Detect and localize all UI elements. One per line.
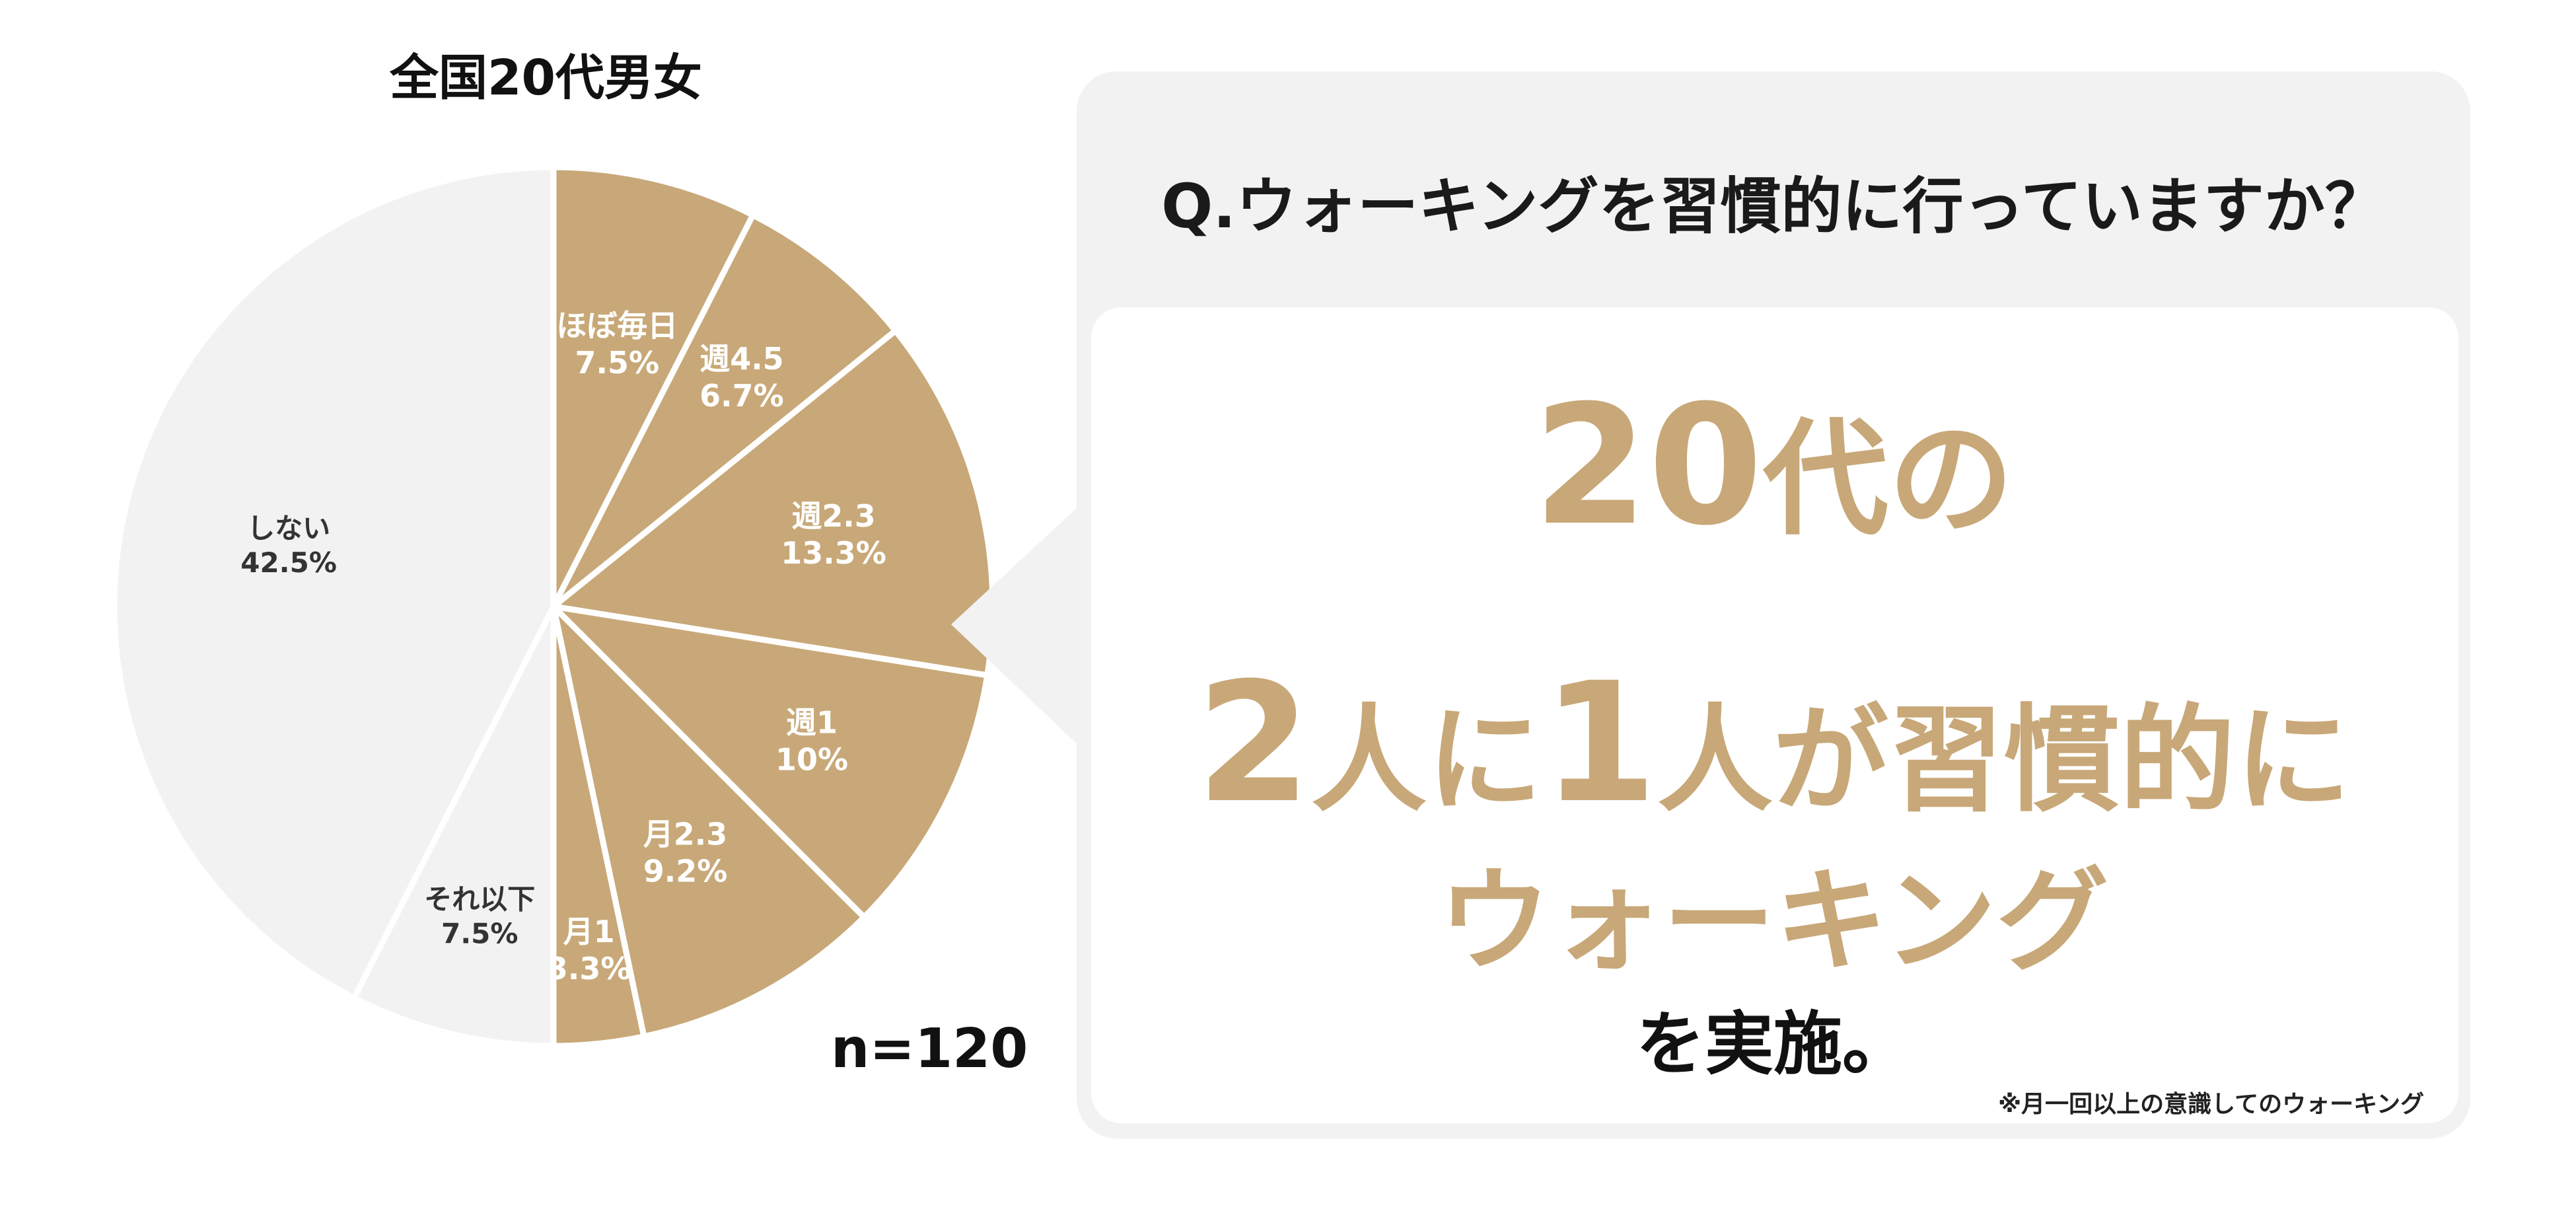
slice-percent-label: 6.7% [699, 378, 784, 414]
pie-slice [550, 211, 900, 609]
pie-slice [350, 605, 557, 1049]
pie-slice [550, 164, 757, 609]
headline-text-nin-ni: 人に [1311, 694, 1542, 828]
sample-size-label: n=120 [831, 1018, 1028, 1080]
slice-category-label: それ以下 [424, 883, 535, 916]
slice-category-label: 月1 [563, 914, 615, 949]
headline-text-dai-no: 代の [1762, 406, 2014, 552]
headline-line-4: を実施。 [1635, 1004, 1911, 1084]
callout-pointer [951, 502, 1083, 750]
headline-line-3: ウォーキング [1438, 856, 2109, 987]
footnote: ※月一回以上の意識してのウォーキング [1998, 1091, 2424, 1118]
slice-category-label: 週1 [786, 704, 838, 740]
headline-number-20: 20 [1533, 369, 1763, 562]
slice-percent-label: 13.3% [781, 535, 886, 571]
slice-category-label: 週2.3 [791, 498, 876, 534]
pie-slice [545, 602, 991, 922]
headline-text-habitually: 人が習慣的に [1657, 694, 2351, 828]
pie-slice [111, 164, 557, 1002]
slice-percent-label: 3.3% [547, 951, 631, 986]
slice-percent-label: 10% [775, 741, 848, 777]
slice-percent-label: 9.2% [643, 853, 728, 889]
headline-line-1: 20代の [1077, 383, 2470, 548]
slice-category-label: 週4.5 [699, 341, 784, 377]
pie-slice [548, 597, 869, 1041]
headline-line-2: 2人に1人が習慣的に [1077, 661, 2470, 826]
slice-category-label: ほぼ毎日 [556, 308, 678, 344]
question-heading: Q.ウォーキングを習慣的に行っていますか？ [1161, 171, 2386, 242]
chart-title: 全国20代男女 [390, 50, 702, 106]
slice-percent-label: 7.5% [441, 918, 518, 950]
headline-number-1: 1 [1542, 647, 1657, 839]
slice-category-label: 月2.3 [643, 816, 728, 852]
slice-percent-label: 7.5% [575, 345, 659, 381]
callout-body [1091, 307, 2458, 1123]
slice-category-label: しない [247, 512, 330, 544]
headline-number-2: 2 [1196, 647, 1311, 839]
slice-percent-label: 42.5% [240, 546, 337, 579]
